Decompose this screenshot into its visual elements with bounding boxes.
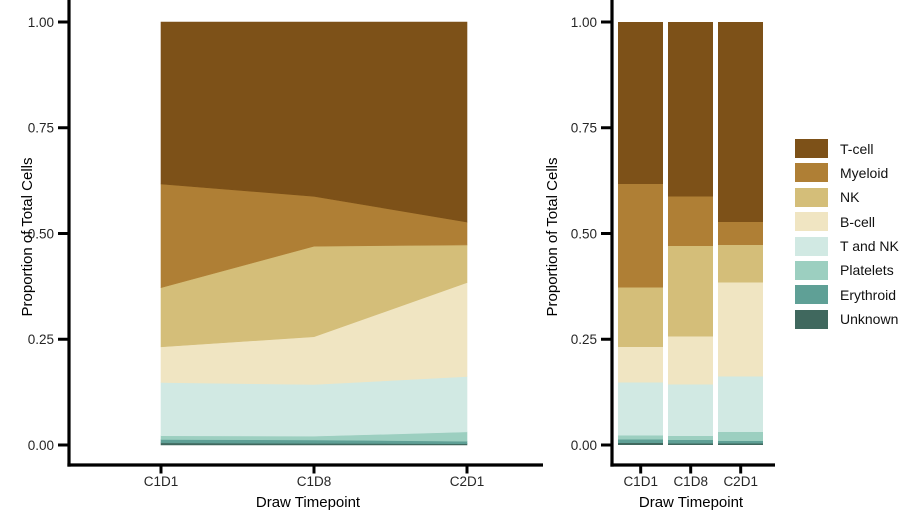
legend-swatch-platelets xyxy=(795,260,828,280)
legend-item: T-cell xyxy=(795,139,899,158)
bar-segment-c1d8-nk xyxy=(668,246,714,337)
legend: T-cell Myeloid NK B-cell T and NK Platelets Er… xyxy=(795,139,899,329)
legend-item: Unknown xyxy=(795,309,899,329)
bar-segment-c1d8-unknown xyxy=(668,443,714,445)
x-tick-label: C2D1 xyxy=(723,474,758,489)
legend-swatch-nk xyxy=(795,187,828,207)
legend-label: T and NK xyxy=(840,238,899,255)
area-chart: 1.00 0.75 0.50 0.25 0.00 C1D1 C1D8 C2D1 Draw Tim… xyxy=(19,0,543,511)
bar-segment-c1d8-b-cell xyxy=(668,336,714,385)
legend-label: Unknown xyxy=(840,311,899,328)
bar-chart: 1.00 0.75 0.50 0.25 0.00 C1D1 C1D8 C2D1 Draw Tim… xyxy=(544,0,775,511)
y-tick-label: 1.00 xyxy=(571,15,597,30)
legend-item: T and NK xyxy=(795,236,899,256)
bar-segment-c2d1-unknown xyxy=(718,443,764,445)
bar-segment-c2d1-erythroid xyxy=(718,441,764,444)
bar-segment-c2d1-platelets xyxy=(718,431,764,442)
legend-swatch-myeloid xyxy=(795,163,828,183)
bar-segment-c1d1-unknown xyxy=(618,442,664,445)
legend-label: Myeloid xyxy=(840,164,889,181)
legend-label: NK xyxy=(840,189,860,206)
y-tick-label: 0.75 xyxy=(28,121,54,136)
x-axis-title: Draw Timepoint xyxy=(639,494,744,511)
x-tick-label: C1D1 xyxy=(144,474,179,489)
y-tick-label: 0.75 xyxy=(571,121,597,136)
x-tick-label: C2D1 xyxy=(450,474,485,489)
bar-segment-c1d8-erythroid xyxy=(668,439,714,444)
bar-segment-c1d8-platelets xyxy=(668,436,714,440)
y-tick-label: 1.00 xyxy=(28,15,54,30)
y-tick-label: 0.00 xyxy=(571,438,597,453)
x-axis-title: Draw Timepoint xyxy=(256,494,361,511)
legend-swatch-unknown xyxy=(795,309,828,329)
legend-swatch-t-and-nk xyxy=(795,236,828,256)
y-tick-label: 0.25 xyxy=(571,332,597,347)
bar-segment-c1d1-b-cell xyxy=(618,346,664,383)
bar-segment-c1d8-t-and-nk xyxy=(668,384,714,437)
legend-item: Platelets xyxy=(795,260,899,280)
bar-segment-c1d1-erythroid xyxy=(618,439,664,443)
legend-item: Myeloid xyxy=(795,163,899,183)
bar-segment-c2d1-t-and-nk xyxy=(718,376,764,432)
y-axis-title: Proportion of Total Cells xyxy=(19,158,36,317)
area-segment-t-cell xyxy=(160,21,468,223)
legend-swatch-t-cell xyxy=(795,139,828,158)
legend-label: Platelets xyxy=(840,262,894,279)
bar-segment-c1d8-myeloid xyxy=(668,196,714,247)
legend-swatch-erythroid xyxy=(795,285,828,305)
y-tick-label: 0.50 xyxy=(28,226,54,241)
y-tick-label: 0.00 xyxy=(28,438,54,453)
legend-label: B-cell xyxy=(840,213,876,230)
legend-item: B-cell xyxy=(795,212,899,232)
area-segment-t-and-nk xyxy=(160,376,468,437)
x-tick-label: C1D1 xyxy=(623,474,658,489)
bar-segment-c1d1-platelets xyxy=(618,435,664,440)
bar-segment-c1d1-myeloid xyxy=(618,184,664,288)
bar-segment-c2d1-myeloid xyxy=(718,222,764,245)
legend-label: Erythroid xyxy=(840,286,897,303)
legend-label: T-cell xyxy=(840,140,874,157)
bar-segment-c2d1-t-cell xyxy=(718,22,764,223)
x-tick-label: C1D8 xyxy=(297,474,332,489)
bar-segment-c1d1-t-and-nk xyxy=(618,382,664,436)
bar-segment-c2d1-nk xyxy=(718,244,764,283)
legend-swatch-b-cell xyxy=(795,212,828,232)
bar-segment-c1d1-nk xyxy=(618,287,664,347)
y-tick-label: 0.50 xyxy=(571,226,597,241)
bar-segment-c2d1-b-cell xyxy=(718,282,764,377)
bar-segment-c1d1-t-cell xyxy=(618,22,664,185)
bar-segment-c1d8-t-cell xyxy=(668,22,714,197)
legend-item: NK xyxy=(795,187,899,207)
x-tick-label: C1D8 xyxy=(673,474,708,489)
y-axis-title: Proportion of Total Cells xyxy=(544,158,561,317)
y-tick-label: 0.25 xyxy=(28,332,54,347)
legend-item: Erythroid xyxy=(795,285,899,305)
